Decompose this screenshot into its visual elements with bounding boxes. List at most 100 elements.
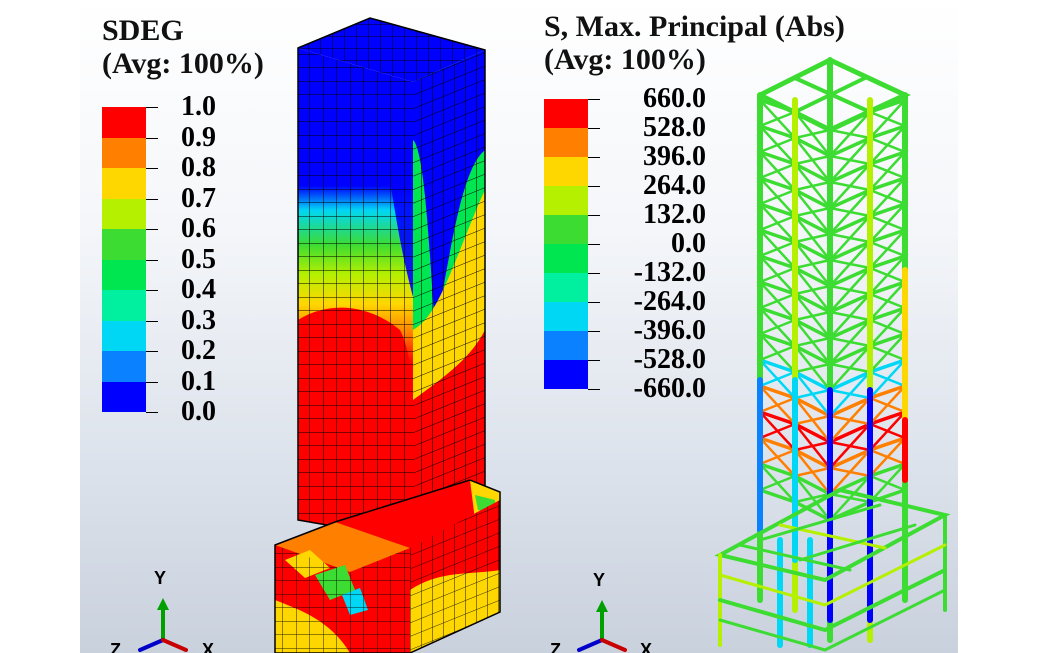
- sdeg-title: SDEG (Avg: 100%): [102, 14, 264, 80]
- rebar-brace: [828, 162, 872, 210]
- rebar-brace: [758, 188, 797, 206]
- axis-x-label-left: X: [202, 640, 215, 653]
- viewport[interactable]: SDEG (Avg: 100%) 1.0 0.9 0.8 0.7 0.6 0.5 0.4 0.…: [80, 0, 958, 653]
- legend-tick: [146, 137, 158, 139]
- rebar-brace: [793, 180, 832, 192]
- legend-tick: [146, 198, 158, 200]
- legend-tick: [588, 215, 600, 216]
- rebar-brace: [868, 358, 907, 400]
- axis-triad-right: [577, 600, 627, 652]
- rebar-brace: [758, 474, 797, 492]
- rebar-brace: [828, 344, 872, 392]
- legend-label: 660.0: [643, 83, 706, 114]
- legend-tick: [146, 351, 158, 352]
- rebar-brace: [868, 98, 907, 140]
- legend-tick: [588, 360, 600, 361]
- rebar-brace: [828, 292, 872, 340]
- rebar-brace: [828, 240, 872, 288]
- legend-label: 0.8: [181, 152, 216, 183]
- sdeg-title-line2: (Avg: 100%): [102, 47, 264, 80]
- rebar-brace: [793, 388, 832, 400]
- axis-z-label-right: Z: [550, 640, 561, 653]
- legend-label: 0.0: [671, 228, 706, 259]
- legend-label: 528.0: [643, 112, 706, 143]
- legend-swatch: [544, 215, 588, 244]
- legend-tick: [588, 157, 600, 158]
- legend-label: -264.0: [633, 286, 706, 317]
- rebar-brace: [793, 206, 832, 218]
- rebar-brace: [868, 280, 907, 322]
- rebar-brace: [828, 422, 872, 470]
- rebar-brace: [793, 492, 832, 504]
- legend-swatch: [544, 128, 588, 157]
- rebar-brace: [868, 384, 907, 426]
- legend-label: 0.6: [181, 213, 216, 244]
- legend-label: 396.0: [643, 141, 706, 172]
- legend-label: 264.0: [643, 170, 706, 201]
- legend-label: 1.0: [181, 91, 216, 122]
- legend-tick: [588, 389, 600, 390]
- rebar-brace: [758, 448, 797, 466]
- stress-title-line2: (Avg: 100%): [544, 43, 706, 76]
- rebar-brace: [793, 362, 832, 374]
- legend-tick: [146, 168, 158, 169]
- rebar-brace: [758, 422, 797, 440]
- legend-label: 0.7: [181, 182, 216, 214]
- rebar-brace: [758, 266, 797, 284]
- rebar-brace: [828, 318, 872, 366]
- rebar-brace: [793, 336, 832, 348]
- stress-title: S, Max. Principal (Abs) (Avg: 100%): [544, 10, 845, 76]
- legend-tick: [588, 244, 600, 245]
- rebar-brace: [758, 344, 797, 362]
- legend-label: -528.0: [633, 344, 706, 375]
- rebar-brace: [758, 214, 797, 232]
- rebar-brace: [828, 266, 872, 314]
- legend-swatch: [102, 168, 146, 199]
- axis-x-label-right: X: [640, 640, 653, 653]
- stress-title-line1: S, Max. Principal (Abs): [544, 10, 845, 43]
- rebar-brace: [868, 254, 907, 296]
- legend-label: 132.0: [643, 199, 706, 230]
- legend-tick: [146, 229, 158, 230]
- rebar-brace: [868, 332, 907, 374]
- legend-label: -660.0: [633, 373, 706, 404]
- legend-swatch: [102, 381, 146, 412]
- rebar-brace: [758, 370, 797, 388]
- rebar-brace: [758, 162, 797, 180]
- rebar-brace: [758, 292, 797, 310]
- axis-z-label-left: Z: [110, 640, 121, 653]
- rebar-brace: [828, 188, 872, 236]
- legend-swatch: [102, 107, 146, 138]
- rebar-brace: [868, 150, 907, 192]
- legend-swatch: [544, 244, 588, 273]
- rebar-brace: [868, 436, 907, 478]
- rebar-brace: [828, 396, 872, 444]
- rebar-brace: [828, 474, 872, 522]
- rebar-brace: [758, 240, 797, 258]
- legend-swatch: [102, 229, 146, 260]
- rebar-brace: [793, 466, 832, 478]
- rebar-brace: [758, 136, 797, 154]
- rebar-brace: [758, 318, 797, 336]
- rebar-brace: [868, 462, 907, 504]
- rebar-brace: [793, 154, 832, 166]
- legend-label: 0.0: [181, 396, 216, 427]
- rebar-brace: [828, 214, 872, 262]
- rebar-brace: [828, 370, 872, 418]
- rebar-brace: [793, 258, 832, 270]
- rebar-brace: [868, 124, 907, 166]
- legend-swatch: [102, 290, 146, 321]
- legend-tick: [588, 186, 600, 187]
- rebar-brace: [758, 396, 797, 414]
- legend-tick: [146, 412, 158, 413]
- rebar-brace: [868, 228, 907, 270]
- rebar-brace: [793, 414, 832, 426]
- legend-swatch: [102, 137, 146, 168]
- rebar-brace: [828, 448, 872, 496]
- model-render: [138, 17, 951, 653]
- legend-tick: [588, 331, 600, 332]
- legend-label: -132.0: [633, 257, 706, 288]
- rebar-brace: [793, 128, 832, 140]
- legend-tick: [588, 99, 600, 100]
- legend-swatch: [544, 360, 588, 389]
